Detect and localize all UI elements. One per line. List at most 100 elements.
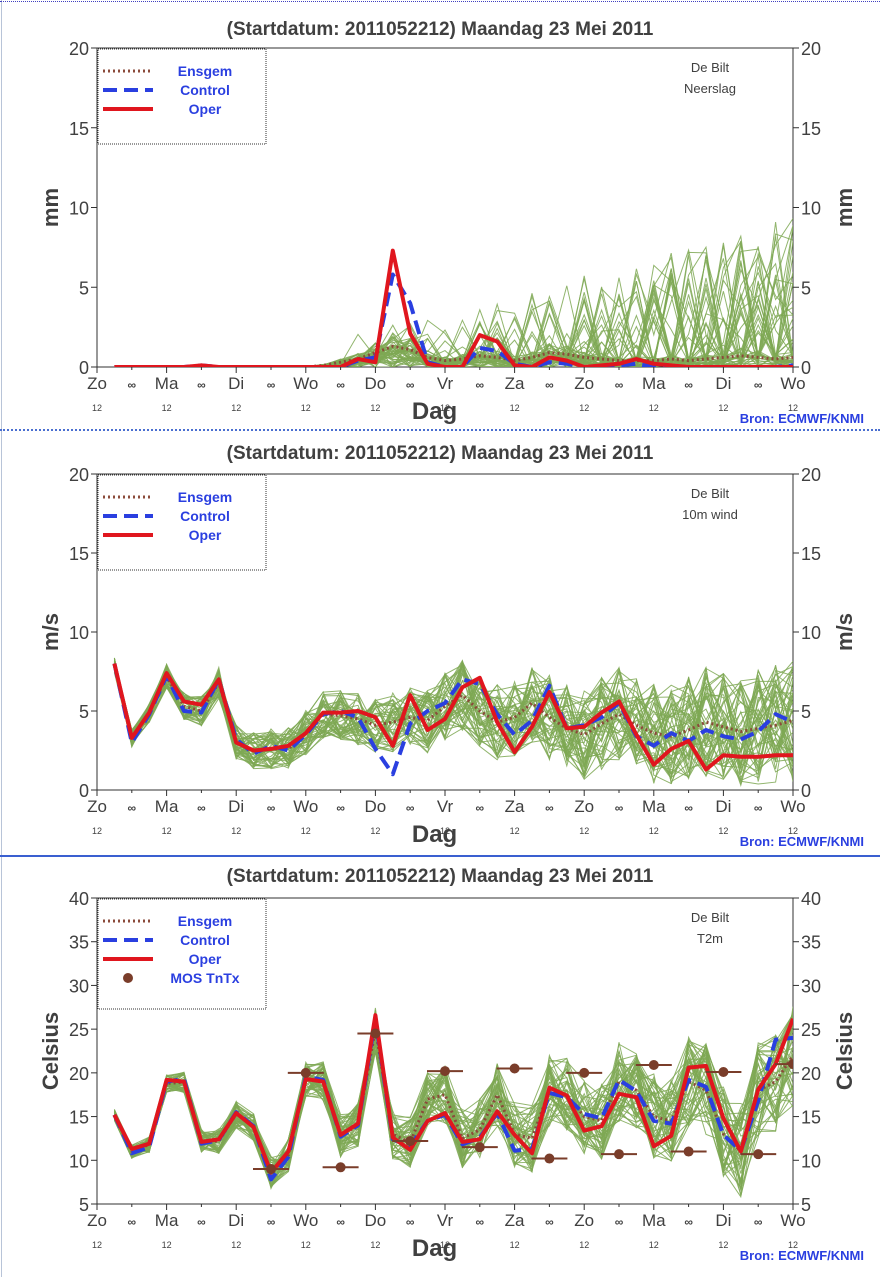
y-tick-label-left: 0 [79,358,89,378]
y-tick-label-right: 5 [801,702,811,722]
x-day-label: ∞ [545,378,554,392]
y-tick-label-right: 15 [801,544,821,564]
mos-marker-point [718,1066,729,1077]
x-day-label: Do [365,1211,387,1230]
ensemble-member-line [114,246,793,367]
legend-label: Control [180,508,230,524]
x-day-label: Za [505,797,525,816]
y-tick-label-right: 15 [801,1108,821,1128]
mos-marker-point [405,1136,416,1147]
x-hour-label: 12 [510,403,520,413]
x-day-label: ∞ [197,378,206,392]
ensemble-member-line [114,280,793,367]
y-axis-label-right: m/s [832,613,857,651]
x-hour-label: 12 [788,403,798,413]
x-hour-label: 12 [579,1240,589,1250]
series-line-oper [112,1013,793,1175]
plot-area [114,218,793,367]
x-hour-label: 12 [718,826,728,836]
x-day-label: Ma [155,797,179,816]
x-day-label: Wo [293,374,318,393]
source-label: Bron: ECMWF/KNMI [740,411,864,426]
x-axis-label: Dag [412,1235,457,1262]
x-day-label: Ma [155,1211,179,1230]
legend-label: Oper [189,527,222,543]
series-line-oper [112,663,793,772]
x-hour-label: 12 [649,826,659,836]
x-day-label: Za [505,374,525,393]
x-day-label: ∞ [684,378,693,392]
ensemble-member-line [113,1031,793,1169]
x-hour-label: 12 [440,826,450,836]
legend-box [97,898,267,1010]
x-day-label: Zo [87,797,107,816]
x-day-label: Ma [642,374,666,393]
y-axis-label-right: mm [832,188,857,227]
x-day-label: ∞ [476,1215,485,1229]
ensemble-member-line [114,271,793,367]
x-hour-label: 12 [649,403,659,413]
legend-label: Ensgem [178,913,232,929]
x-day-label: Za [505,1211,525,1230]
y-tick-label-left: 10 [69,199,89,219]
y-tick-label-right: 5 [801,278,811,298]
y-tick-label-right: 0 [801,781,811,801]
x-hour-label: 12 [718,1240,728,1250]
wind-chart: (Startdatum: 2011052212) Maandag 23 Mei … [38,443,864,849]
x-day-label: ∞ [754,378,763,392]
x-hour-label: 12 [231,1240,241,1250]
y-tick-label-left: 30 [69,976,89,996]
legend-box [97,474,267,571]
y-tick-label-left: 15 [69,119,89,139]
station-label: De Bilt [691,486,730,501]
ensemble-member-line [114,294,793,367]
x-day-label: ∞ [267,801,276,815]
chart-title: (Startdatum: 2011052212) Maandag 23 Mei … [227,443,654,464]
x-hour-label: 12 [440,1240,450,1250]
x-day-label: ∞ [128,1215,137,1229]
x-day-label: ∞ [267,378,276,392]
ensemble-members [113,657,793,787]
x-day-label: ∞ [197,1215,206,1229]
x-day-label: Wo [293,797,318,816]
x-day-label: ∞ [128,378,137,392]
x-hour-label: 12 [370,403,380,413]
x-day-label: ∞ [615,378,624,392]
variable-label: Neerslag [684,81,736,96]
x-day-label: ∞ [406,801,415,815]
x-hour-label: 12 [162,1240,172,1250]
x-hour-label: 12 [649,1240,659,1250]
mos-marker-point [614,1149,624,1160]
ensemble-members [113,1006,793,1199]
x-hour-label: 12 [301,1240,311,1250]
x-hour-label: 12 [231,826,241,836]
solid-separator [0,855,880,857]
x-hour-label: 12 [579,826,589,836]
legend: Ensgem Control Oper MOS TnTx [97,898,267,1010]
x-hour-label: 12 [231,403,241,413]
mos-marker-point [266,1164,276,1175]
x-day-label: ∞ [267,1215,276,1229]
ensemble-member-line [113,1020,793,1186]
x-day-label: Di [228,797,244,816]
source-label: Bron: ECMWF/KNMI [740,834,864,849]
x-day-label: ∞ [197,801,206,815]
mos-marker-point [370,1028,381,1039]
mos-marker-point [474,1142,485,1153]
x-day-label: Di [228,1211,244,1230]
y-tick-label-right: 20 [801,465,821,485]
y-tick-label-left: 35 [69,933,89,953]
x-day-label: Wo [293,1211,318,1230]
mos-marker-point [335,1162,346,1173]
y-tick-label-right: 20 [801,1064,821,1084]
x-day-label: Do [365,797,387,816]
y-axis-label-left: Celsius [38,1012,63,1090]
x-day-label: ∞ [336,1215,345,1229]
legend-label: Control [180,82,230,98]
x-day-label: ∞ [406,1215,415,1229]
series-line-oper [114,248,793,367]
x-day-label: Vr [437,374,454,393]
x-hour-label: 12 [92,826,102,836]
plot-area [112,1006,793,1199]
x-day-label: Zo [87,1211,107,1230]
